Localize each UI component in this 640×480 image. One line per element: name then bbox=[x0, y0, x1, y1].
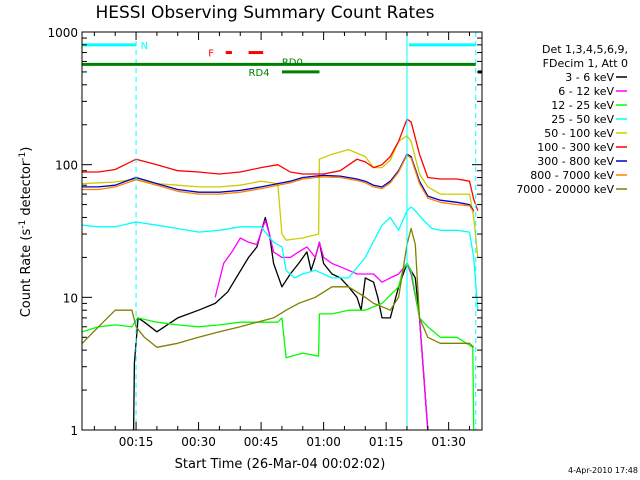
series-line-8 bbox=[82, 154, 475, 213]
series-line-2 bbox=[214, 219, 429, 430]
legend-header-1: Det 1,3,4,5,6,9, bbox=[542, 43, 628, 56]
x-tick-label-2: 00:30 bbox=[181, 435, 216, 449]
y-axis-label-exp-1: -1 bbox=[18, 220, 28, 229]
series-line-5 bbox=[82, 135, 479, 258]
chart-title: HESSI Observing Summary Count Rates bbox=[95, 3, 434, 23]
series-line-6 bbox=[82, 118, 479, 211]
x-tick-label-1: 00:15 bbox=[119, 435, 154, 449]
legend-label-7: 300 - 800 keV bbox=[537, 155, 614, 168]
legend-label-4: 25 - 50 keV bbox=[551, 113, 614, 126]
x-tick-label-3: 00:45 bbox=[244, 435, 279, 449]
y-tick-label-4: 1000 bbox=[47, 26, 78, 40]
legend-label-3: 12 - 25 keV bbox=[551, 99, 614, 112]
y-axis-label: Count Rate (s-1 detector-1) bbox=[18, 147, 34, 318]
footer-date: 4-Apr-2010 17:48 bbox=[568, 466, 638, 475]
y-tick-label-1: 1 bbox=[70, 424, 78, 438]
x-axis-label: Start Time (26-Mar-04 00:02:02) bbox=[175, 457, 386, 472]
bar-label-3: RD0 bbox=[282, 57, 303, 68]
legend-label-6: 100 - 300 keV bbox=[537, 141, 614, 154]
y-axis-label-part-2: detector bbox=[19, 160, 34, 220]
y-tick-label-3: 100 bbox=[55, 159, 78, 173]
series-line-3 bbox=[82, 262, 475, 430]
y-axis-label-part-3: ) bbox=[19, 147, 34, 152]
x-tick-label-5: 01:15 bbox=[369, 435, 404, 449]
legend-label-8: 800 - 7000 keV bbox=[530, 169, 614, 182]
bar-label-1: N bbox=[141, 41, 148, 52]
bar-label-2: F bbox=[208, 49, 214, 60]
y-axis-label-exp-2: -1 bbox=[18, 152, 28, 161]
legend-label-2: 6 - 12 keV bbox=[558, 85, 614, 98]
series-line-7 bbox=[82, 153, 475, 212]
y-axis-label-part-1: Count Rate (s bbox=[19, 229, 34, 318]
x-tick-label-4: 01:00 bbox=[306, 435, 341, 449]
legend-header-2: FDecim 1, Att 0 bbox=[543, 57, 628, 70]
legend-label-9: 7000 - 20000 keV bbox=[516, 183, 614, 196]
series-line-1 bbox=[132, 216, 429, 430]
series-line-4 bbox=[82, 206, 479, 311]
bar-label-4: RD4 bbox=[249, 68, 270, 79]
x-tick-label-6: 01:30 bbox=[431, 435, 466, 449]
y-tick-label-2: 10 bbox=[63, 291, 78, 305]
legend-label-1: 3 - 6 keV bbox=[565, 71, 614, 84]
legend-label-5: 50 - 100 keV bbox=[544, 127, 614, 140]
series-line-9 bbox=[82, 227, 475, 348]
